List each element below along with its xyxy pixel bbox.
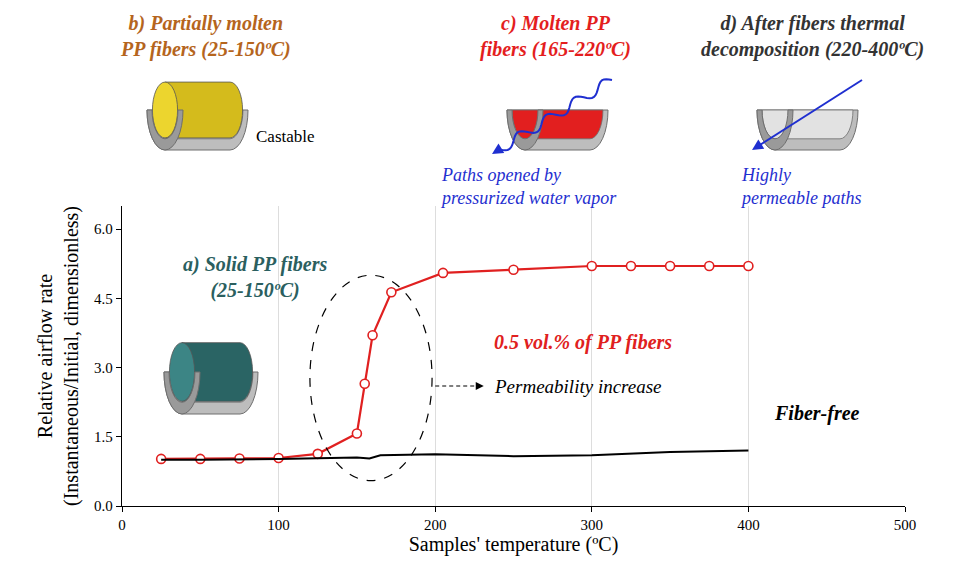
svg-text:300: 300 — [581, 517, 604, 533]
svg-text:4.5: 4.5 — [94, 291, 113, 307]
svg-text:d) After fibers thermaldecompo: d) After fibers thermaldecomposition (22… — [701, 12, 924, 61]
svg-text:0.0: 0.0 — [94, 498, 113, 514]
svg-text:Permeability increase: Permeability increase — [494, 376, 662, 397]
svg-text:6.0: 6.0 — [94, 221, 113, 237]
svg-text:0: 0 — [118, 517, 126, 533]
svg-text:200: 200 — [424, 517, 447, 533]
svg-text:Castable: Castable — [256, 127, 315, 146]
svg-text:c) Molten PPfibers (165-220ºC): c) Molten PPfibers (165-220ºC) — [480, 12, 631, 61]
svg-text:Highlypermeable paths: Highlypermeable paths — [740, 165, 861, 208]
svg-text:500: 500 — [894, 517, 917, 533]
svg-text:1.5: 1.5 — [94, 429, 113, 445]
svg-text:a) Solid PP fibers(25-150ºC): a) Solid PP fibers(25-150ºC) — [183, 253, 327, 302]
svg-text:0.5 vol.% of PP fibers: 0.5 vol.% of PP fibers — [494, 331, 672, 354]
svg-text:3.0: 3.0 — [94, 360, 113, 376]
svg-text:Samples' temperature (ºC): Samples' temperature (ºC) — [409, 533, 619, 556]
svg-text:400: 400 — [737, 517, 760, 533]
svg-text:100: 100 — [267, 517, 290, 533]
svg-text:Fiber-free: Fiber-free — [774, 402, 860, 425]
svg-text:b) Partially moltenPP fibers (: b) Partially moltenPP fibers (25-150ºC) — [120, 12, 291, 61]
svg-text:Relative airflow rate(Instanta: Relative airflow rate(Instantaneous/Init… — [34, 206, 83, 506]
svg-text:Paths opened bypressurized wat: Paths opened bypressurized water vapor — [440, 165, 617, 208]
